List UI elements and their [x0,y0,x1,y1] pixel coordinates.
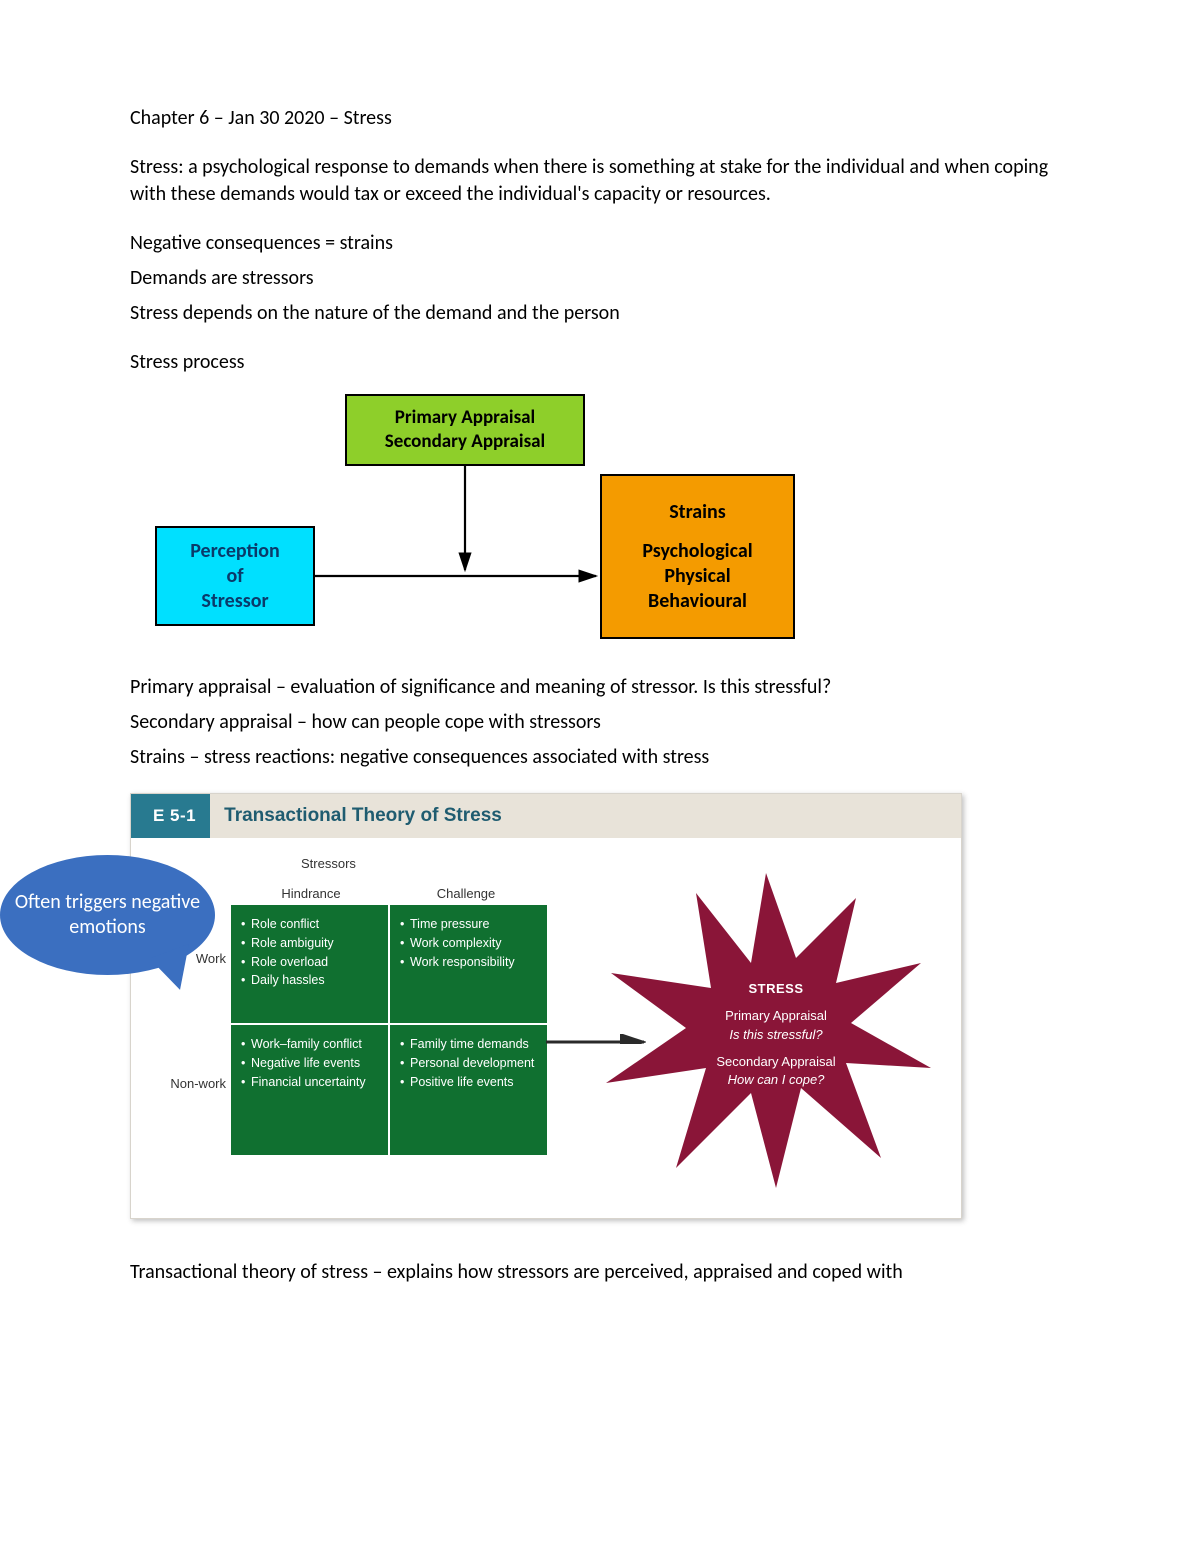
document-page: Chapter 6 – Jan 30 2020 – Stress Stress:… [0,0,1200,1553]
appraisal-box: Primary Appraisal Secondary Appraisal [345,394,585,466]
cell-nonwork-hindrance: Work–family conflictNegative life events… [231,1025,388,1155]
matrix-item: Financial uncertainty [241,1073,378,1092]
stress-starburst: STRESS Primary Appraisal Is this stressf… [601,868,931,1188]
stress-process-diagram: Perception of Stressor Primary Appraisal… [130,384,780,644]
matrix-item: Daily hassles [241,971,378,990]
process-label: Stress process [130,349,1070,376]
burst-line: Primary Appraisal [691,1007,861,1026]
matrix-super-header: Stressors [301,856,356,871]
burst-line: How can I cope? [691,1071,861,1090]
after-line: Strains – stress reactions: negative con… [130,744,1070,771]
chapter-heading: Chapter 6 – Jan 30 2020 – Stress [130,105,1070,132]
bullet-block-1: Negative consequences = strains Demands … [130,230,1070,327]
figure-body: Stressors HindranceChallenge Work Non-wo… [131,838,961,1218]
strains-box: Strains Psychological Physical Behaviour… [600,474,795,639]
after-line: Secondary appraisal – how can people cop… [130,709,1070,736]
after-diagram-block: Primary appraisal – evaluation of signif… [130,674,1070,771]
figure-panel: E 5-1 Transactional Theory of Stress Str… [130,793,962,1219]
appraisal-line: Secondary Appraisal [385,430,545,454]
matrix-item: Work complexity [400,934,537,953]
perception-line: Stressor [201,589,268,614]
closing-line: Transactional theory of stress – explain… [130,1259,1070,1286]
cell-work-challenge: Time pressureWork complexityWork respons… [390,905,547,1023]
stressor-matrix: HindranceChallenge Work Non-work Role co… [231,886,546,1155]
figure-header: E 5-1 Transactional Theory of Stress [131,794,961,838]
perception-box: Perception of Stressor [155,526,315,626]
cell-nonwork-challenge: Family time demandsPersonal developmentP… [390,1025,547,1155]
strains-line: Behavioural [648,589,747,614]
col-header-hindrance: Hindrance [234,886,389,901]
matrix-item: Positive life events [400,1073,537,1092]
figure-title: Transactional Theory of Stress [210,794,961,838]
burst-line: Secondary Appraisal [691,1053,861,1072]
burst-title: STRESS [691,980,861,999]
matrix-item: Family time demands [400,1035,537,1054]
stress-definition: Stress: a psychological response to dema… [130,154,1070,208]
strains-line: Psychological [642,539,752,564]
bullet-line: Negative consequences = strains [130,230,1070,257]
matrix-item: Time pressure [400,915,537,934]
bullet-line: Demands are stressors [130,265,1070,292]
strains-title: Strains [669,500,726,525]
burst-line: Is this stressful? [691,1026,861,1045]
matrix-item: Negative life events [241,1054,378,1073]
row-label-nonwork: Non-work [166,1076,226,1091]
matrix-item: Work responsibility [400,953,537,972]
perception-line: Perception [190,539,280,564]
cell-work-hindrance: Role conflictRole ambiguityRole overload… [231,905,388,1023]
perception-line: of [226,564,243,589]
callout-text: Often triggers negative emotions [0,890,215,940]
col-header-challenge: Challenge [389,886,544,901]
appraisal-line: Primary Appraisal [395,406,535,430]
figure-tab: E 5-1 [131,794,210,838]
matrix-item: Personal development [400,1054,537,1073]
after-line: Primary appraisal – evaluation of signif… [130,674,1070,701]
strains-line: Physical [664,564,730,589]
matrix-item: Role conflict [241,915,378,934]
matrix-item: Role overload [241,953,378,972]
matrix-item: Work–family conflict [241,1035,378,1054]
bullet-line: Stress depends on the nature of the dema… [130,300,1070,327]
callout-bubble: Often triggers negative emotions [0,855,240,1015]
matrix-item: Role ambiguity [241,934,378,953]
burst-text: STRESS Primary Appraisal Is this stressf… [691,980,861,1090]
